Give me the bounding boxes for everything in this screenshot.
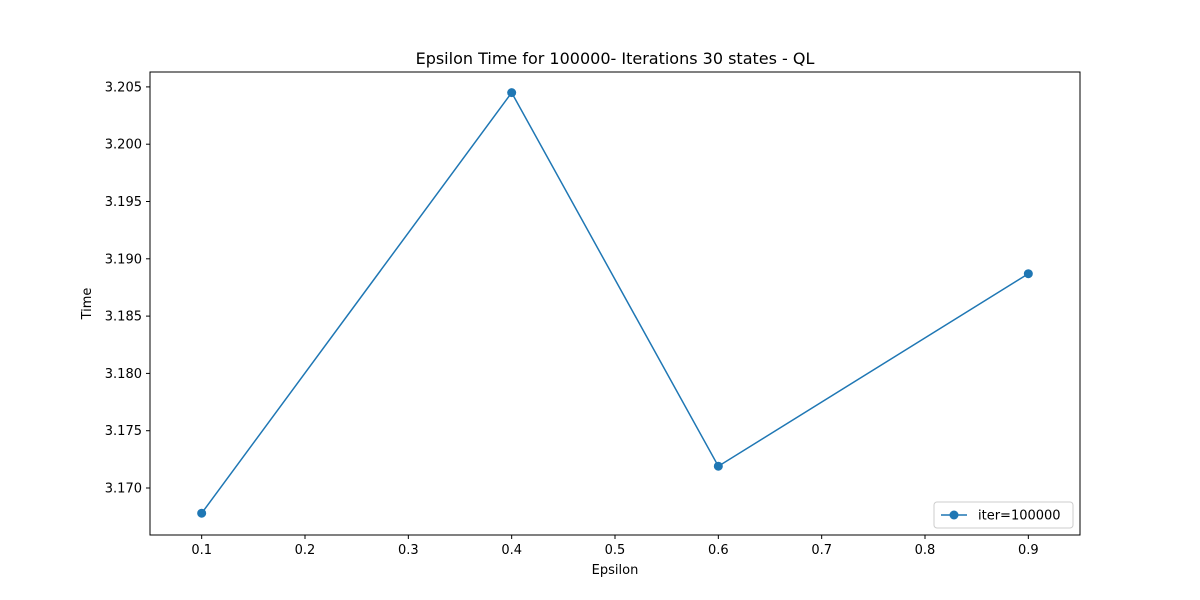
x-tick-label: 0.1 [191,543,212,558]
data-point [713,461,723,471]
data-point [507,88,517,98]
x-tick-label: 0.7 [811,543,832,558]
y-tick-label: 3.185 [105,310,142,325]
chart-title: Epsilon Time for 100000- Iterations 30 s… [416,49,815,68]
x-tick-label: 0.8 [915,543,936,558]
legend-marker [949,510,959,520]
y-tick-label: 3.195 [105,195,142,210]
y-axis-label: Time [80,288,95,321]
series-line [201,91,1029,514]
legend-label: iter=100000 [978,509,1061,524]
y-tick-label: 3.200 [105,138,142,153]
series-layer [197,88,1033,518]
x-axis-ticks: 0.1 0.2 0.3 0.4 0.5 0.6 0.7 0.8 0.9 [191,535,1039,558]
x-tick-label: 0.4 [501,543,522,558]
x-tick-label: 0.3 [398,543,419,558]
y-axis-ticks: 3.170 3.175 3.180 3.185 3.190 3.195 3.200 3.205 [105,80,150,497]
x-tick-label: 0.9 [1018,543,1039,558]
y-tick-label: 3.175 [105,424,142,439]
x-tick-label: 0.6 [708,543,729,558]
y-tick-label: 3.190 [105,252,142,267]
x-tick-label: 0.2 [295,543,316,558]
data-point [1023,269,1033,279]
x-axis-label: Epsilon [592,563,639,578]
legend: iter=100000 [933,501,1074,529]
legend-box [933,501,1074,529]
data-point [197,508,207,518]
y-tick-label: 3.170 [105,482,142,497]
y-tick-label: 3.205 [105,80,142,95]
x-tick-label: 0.5 [605,543,626,558]
y-tick-label: 3.180 [105,367,142,382]
